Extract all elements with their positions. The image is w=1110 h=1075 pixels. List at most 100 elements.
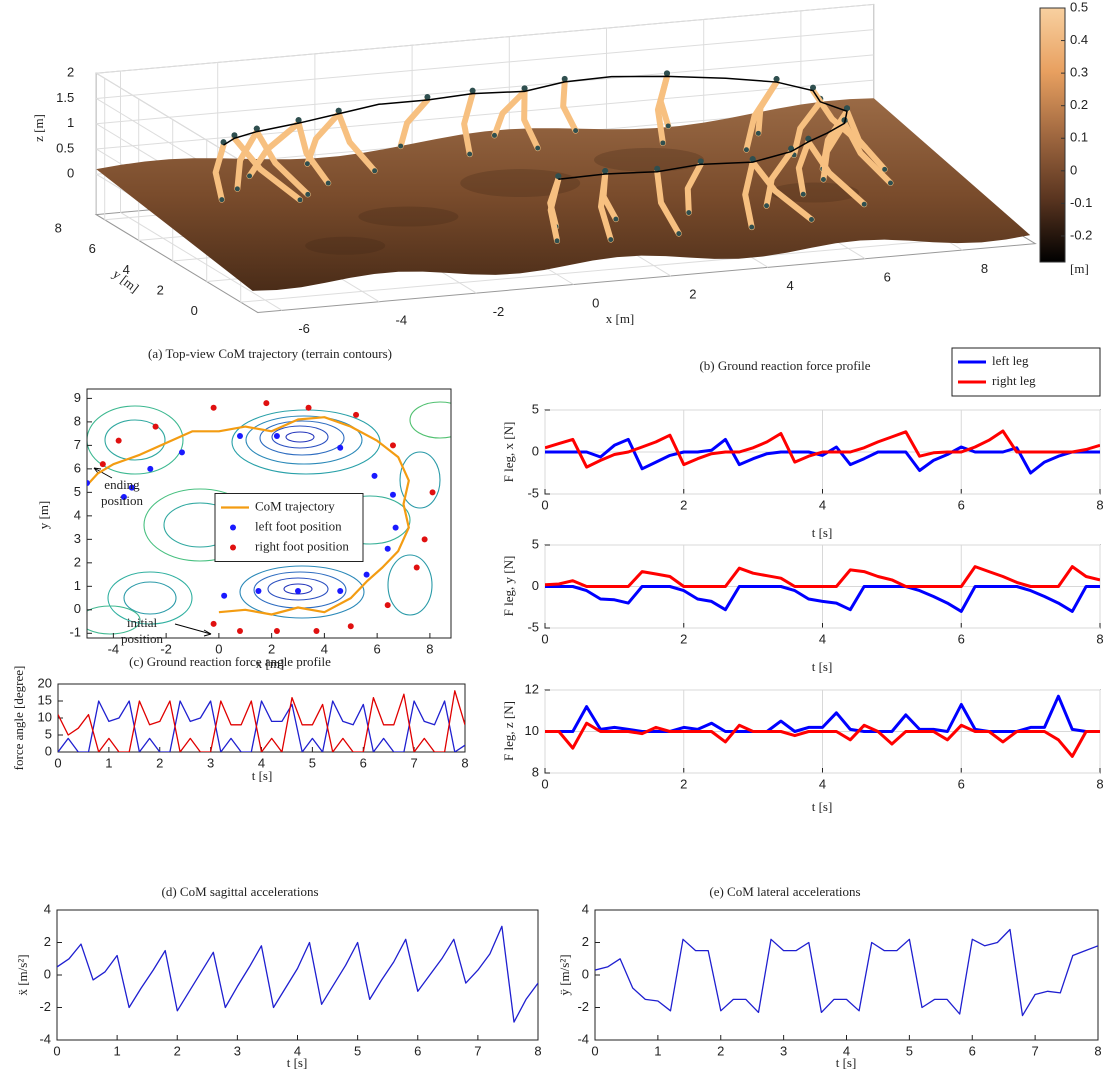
y-tick-label: 0 [45, 743, 52, 758]
y-axis-label: y [m] [36, 501, 51, 530]
x-tick-label: 4 [843, 1043, 850, 1058]
robot-leg [253, 128, 311, 198]
robot-joint [467, 151, 473, 157]
robot-joint [304, 161, 310, 167]
x-tick-label: 2 [174, 1043, 181, 1058]
x-tick-label: 6 [969, 1043, 976, 1058]
y-tick-label: -2 [577, 999, 589, 1014]
y-tick-label: 0 [191, 303, 198, 318]
grid-line [96, 54, 874, 125]
foot-marker [429, 489, 436, 496]
foot-marker [115, 437, 122, 444]
x-tick-label: 2 [680, 497, 687, 512]
terrain-shade [594, 147, 704, 172]
plot-area [56, 909, 539, 1041]
legend-label: left foot position [255, 518, 342, 533]
x-tick-label: -2 [493, 304, 505, 319]
x-tick-label: 7 [1032, 1043, 1039, 1058]
x-tick-label: 6 [414, 1043, 421, 1058]
plot-area [86, 388, 452, 639]
com-path-3d [223, 75, 848, 181]
x-tick-label: 2 [680, 776, 687, 791]
x-tick-label: 8 [534, 1043, 541, 1058]
robot-leg [841, 120, 894, 187]
x-tick-label: 8 [1096, 776, 1103, 791]
foot-marker [384, 545, 391, 552]
robot-leg [461, 90, 476, 158]
x-tick-label: 5 [354, 1043, 361, 1058]
annotation: initial position [121, 615, 163, 646]
x-tick-label: 8 [981, 261, 988, 276]
x-tick-label: 2 [268, 641, 275, 656]
x-tick-label: 4 [819, 497, 826, 512]
foot-marker [392, 524, 399, 531]
z-tick-label: 2 [67, 65, 74, 80]
x-tick-label: -6 [298, 321, 310, 336]
robot-leg [684, 161, 704, 216]
plot-area [594, 909, 1099, 1041]
x-tick-label: 0 [54, 755, 61, 770]
plot-marks [545, 429, 1100, 475]
robot-joint [773, 76, 780, 83]
foot-marker [337, 588, 344, 595]
foot-marker [313, 627, 320, 634]
foot-marker [273, 627, 280, 634]
x-tick-label: 0 [591, 1043, 598, 1058]
series-line [58, 700, 465, 752]
x-tick-label: 6 [884, 270, 891, 285]
x-tick-label: 6 [958, 631, 965, 646]
foot-marker [87, 479, 90, 486]
colorbar [1039, 7, 1066, 263]
y-tick-label: -4 [577, 1031, 589, 1046]
x-tick-label: 0 [592, 295, 599, 310]
x-tick-label: 0 [541, 631, 548, 646]
y-tick-label: 9 [74, 390, 81, 405]
robot-joint [764, 203, 770, 209]
foot-marker [273, 432, 280, 439]
panel-title: (c) Ground reaction force angle profile [129, 654, 331, 669]
x-axis-label: x [m] [606, 311, 635, 326]
legend-box [214, 493, 364, 562]
foot-marker [347, 623, 354, 630]
foot-marker [255, 588, 262, 595]
terrain-shade [358, 206, 459, 227]
y-tick-label: -5 [527, 485, 539, 500]
plot-marks [595, 928, 1098, 1017]
robot-joint [820, 177, 826, 182]
y-tick-label: 0 [582, 966, 589, 981]
y-tick-label: 8 [532, 764, 539, 779]
terrain-shade [305, 236, 386, 255]
robot-joint [800, 191, 806, 197]
plot-marks [545, 565, 1100, 613]
foot-marker [413, 564, 420, 571]
robot-joint [665, 123, 671, 129]
x-tick-label: -2 [160, 641, 172, 656]
robot-leg [231, 135, 304, 203]
z-tick-label: 1 [67, 115, 74, 130]
y-tick-label: 0 [532, 443, 539, 458]
y-axis-label: ẍ [m/s²] [15, 954, 30, 995]
foot-marker [389, 442, 396, 449]
robot-leg [749, 159, 815, 223]
series-line [545, 437, 1100, 475]
y-tick-label: 8 [74, 413, 81, 428]
x-tick-label: 4 [258, 755, 265, 770]
x-tick-label: 4 [786, 278, 793, 293]
robot-leg [844, 108, 888, 173]
y-tick-label: 3 [74, 531, 81, 546]
foot-marker [305, 404, 312, 411]
robot-joint [749, 156, 756, 163]
z-tick-label: 0.5 [56, 140, 74, 155]
robot-joint [809, 217, 814, 223]
y-tick-label: 12 [525, 681, 539, 696]
x-tick-label: 1 [105, 755, 112, 770]
y-axis-label: y [m] [110, 266, 142, 295]
grid-line [120, 212, 283, 311]
foot-marker [421, 536, 428, 543]
terrain-contours [87, 401, 451, 635]
robot-leg [397, 96, 431, 150]
robot-leg [657, 73, 672, 129]
robot-joint [664, 70, 670, 77]
